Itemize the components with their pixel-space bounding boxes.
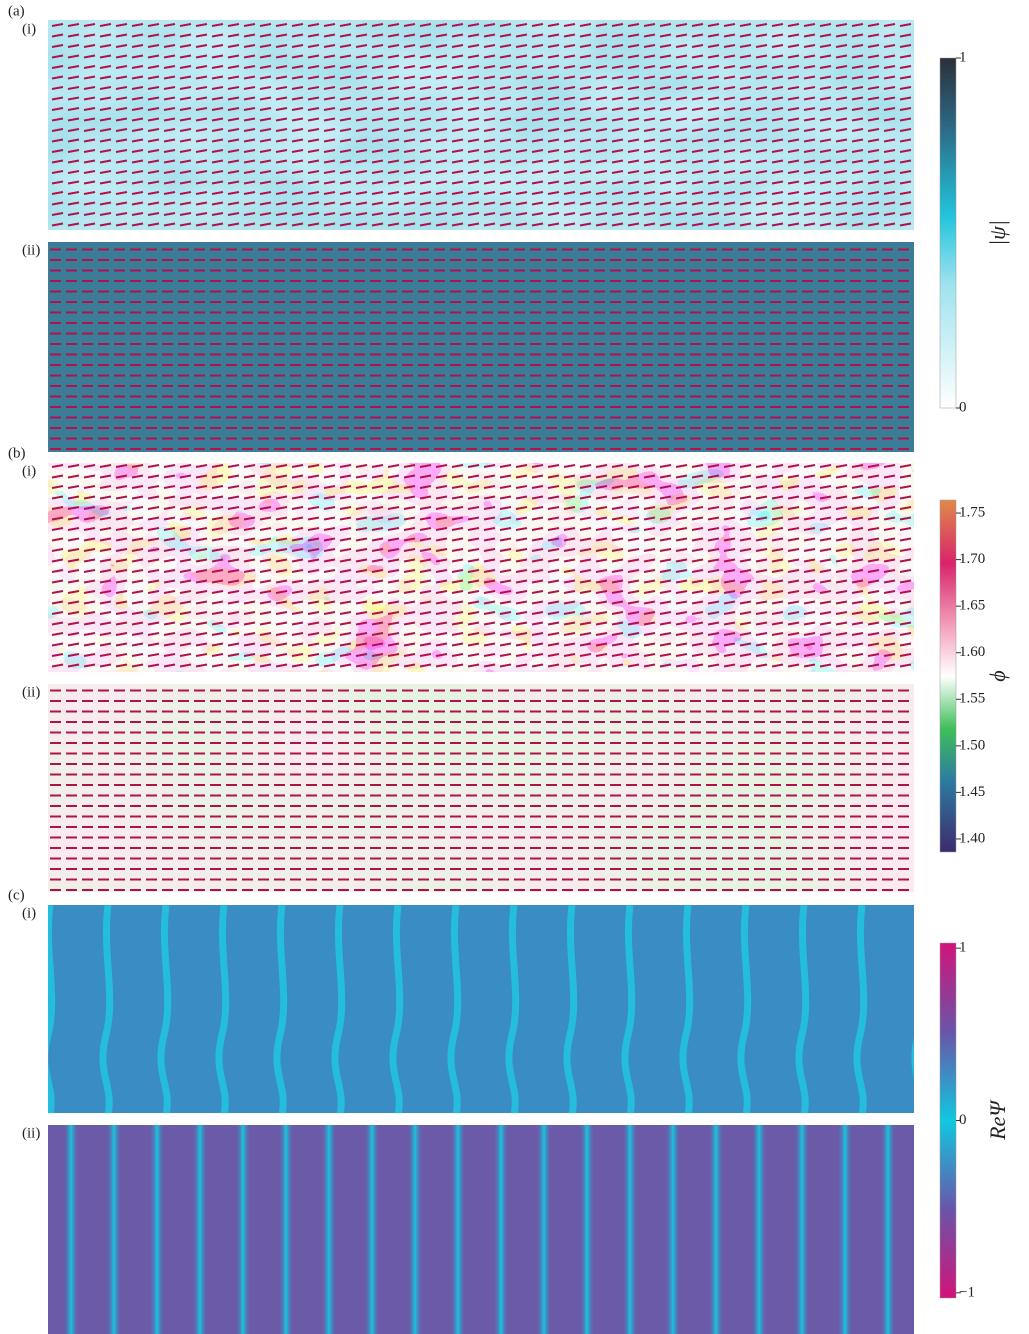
colorbar-tick-label: 1.75 [959,504,985,520]
director-field [48,242,914,452]
colorbar-tick-label: 1 [959,49,967,65]
director-field [48,20,914,230]
panel-label: (b) [8,445,26,461]
subpanel-label: (ii) [22,242,40,258]
colorbar [939,499,957,853]
subpanel-label: (i) [22,21,36,37]
panel-label: (c) [8,887,25,903]
colorbar-tick-label: 1.70 [959,551,985,567]
subpanel-label: (ii) [22,684,40,700]
colorbar-tick-label: 0 [959,399,967,415]
field-stripes [48,905,914,1113]
colorbar [939,57,957,409]
subpanel-label: (ii) [22,1125,40,1141]
colorbar-tick-label: 1.40 [959,830,985,846]
colorbar-tick-label: 1.45 [959,784,985,800]
colorbar-label: ϕ [985,670,1010,681]
subpanel-label: (i) [22,905,36,921]
panel-label: (a) [8,3,25,19]
subpanel-label: (i) [22,463,36,479]
colorbar-tick-label: 1.55 [959,691,985,707]
colorbar-tick-label: 1.50 [959,737,985,753]
colorbar-label: ReΨ [985,1099,1010,1141]
colorbar-tick-label: −1 [959,1284,975,1300]
colorbar-tick-label: 1.60 [959,644,985,660]
colorbar [939,942,957,1299]
director-field [48,684,914,892]
field-stripes [48,1125,914,1334]
colorbar-tick-label: 0 [959,1112,967,1128]
colorbar-label: |ψ| [985,220,1010,246]
director-field [48,463,914,672]
colorbar-tick-label: 1 [959,940,967,956]
colorbar-tick-label: 1.65 [959,598,985,614]
